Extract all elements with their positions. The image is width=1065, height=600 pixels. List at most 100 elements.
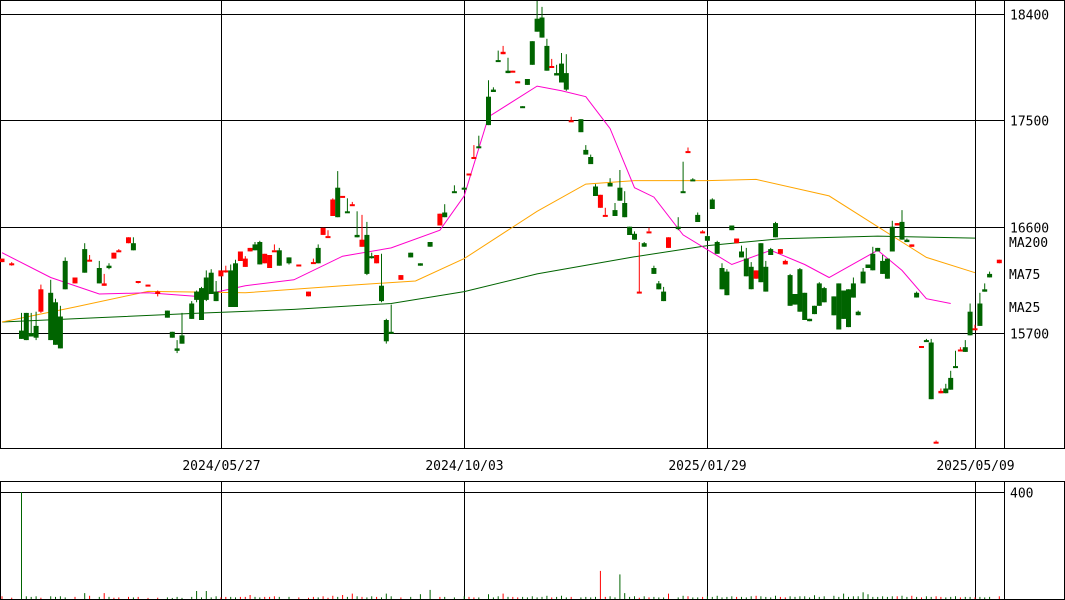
candle-body (714, 242, 720, 254)
candlesticks (0, 1, 1002, 444)
candle-body (306, 291, 311, 297)
candle-body (894, 223, 900, 226)
candle-body (651, 268, 657, 274)
candle-body (476, 146, 482, 149)
price-tick-label: 17500 (1010, 115, 1049, 130)
candle-body (135, 281, 141, 283)
candle-body (680, 191, 686, 194)
candle-body (164, 310, 170, 318)
candle-body (310, 262, 316, 265)
candle-body (72, 277, 78, 284)
candle-body (534, 18, 540, 32)
candle-body (233, 263, 238, 307)
candle-body (831, 296, 837, 316)
price-axis-labels: 15700 16600 17500 18400 (1010, 9, 1049, 343)
candle-body (19, 330, 24, 339)
candle-body (106, 265, 112, 269)
candle-body (340, 195, 346, 198)
candle-body (729, 225, 735, 231)
candle-body (880, 260, 886, 274)
candle-body (145, 284, 151, 287)
candle-body (632, 233, 637, 240)
date-tick-label: 2024/10/03 (425, 459, 503, 474)
date-tick-label: 2024/05/27 (182, 459, 260, 474)
ma-line-ma200 (1, 235, 976, 323)
candle-body (451, 191, 457, 194)
candle-body (739, 251, 744, 258)
candle-body (884, 258, 890, 279)
ma-label-ma75: MA75 (1009, 268, 1040, 283)
candle-body (962, 347, 968, 352)
price-tick-label: 16600 (1010, 222, 1049, 237)
price-tick-label: 18400 (1010, 9, 1049, 24)
candle-body (408, 252, 414, 258)
date-tick-label: 2025/05/09 (936, 459, 1014, 474)
candle-body (685, 151, 691, 154)
price-tick-label: 15700 (1010, 328, 1049, 343)
candle-body (860, 271, 866, 284)
candle-body (388, 331, 394, 334)
candle-body (87, 259, 93, 262)
volume-grid (0, 482, 1004, 600)
candle-body (704, 236, 710, 241)
candle-body (335, 187, 341, 218)
candle-body (841, 290, 847, 319)
candle-body (734, 238, 740, 244)
candle-body (957, 349, 963, 352)
candle-body (578, 119, 584, 133)
candle-body (554, 73, 560, 76)
candle-body (515, 81, 521, 84)
candle-body (23, 312, 29, 341)
candle-body (539, 17, 545, 38)
candle-body (544, 45, 550, 71)
candle-body (267, 255, 273, 268)
candle-body (247, 247, 253, 252)
candle-body (758, 243, 764, 283)
candle-body (607, 183, 613, 187)
candle-body (286, 257, 292, 264)
candle-body (228, 270, 234, 307)
candle-body (855, 311, 861, 316)
candle-body (602, 214, 608, 217)
candle-body (359, 239, 365, 247)
candle-body (237, 251, 243, 261)
candle-body (977, 303, 983, 326)
candle-body (938, 390, 944, 394)
candle-body (189, 303, 195, 319)
candle-body (213, 291, 219, 302)
candle-body (427, 242, 433, 247)
candle-body (943, 388, 949, 394)
candle-body (349, 204, 355, 207)
candle-body (296, 264, 302, 267)
candle-body (748, 266, 754, 290)
candle-body (520, 106, 526, 109)
candle-body (661, 291, 667, 302)
candle-body (899, 221, 905, 240)
candle-body (802, 292, 808, 320)
candle-body (101, 283, 107, 286)
candle-body (364, 234, 370, 274)
ma-label-ma200: MA200 (1009, 236, 1048, 251)
candle-body (559, 63, 564, 83)
candle-body (719, 268, 725, 290)
candle-body (768, 249, 774, 255)
candle-body (208, 272, 214, 294)
candle-body (549, 66, 555, 68)
candle-body (116, 250, 122, 253)
candle-body (597, 194, 603, 208)
candle-body (870, 253, 876, 271)
candle-body (344, 211, 350, 214)
candle-body (218, 270, 224, 277)
candle-body (982, 289, 988, 292)
candle-body (953, 366, 958, 369)
ma-legend: MA200 MA75 MA25 (1009, 236, 1048, 316)
candle-body (62, 260, 68, 290)
candle-body (130, 243, 136, 251)
candle-body (700, 231, 706, 234)
candle-body (96, 268, 102, 284)
candle-body (500, 51, 506, 55)
candle-body (782, 260, 788, 265)
candle-body (111, 252, 117, 259)
